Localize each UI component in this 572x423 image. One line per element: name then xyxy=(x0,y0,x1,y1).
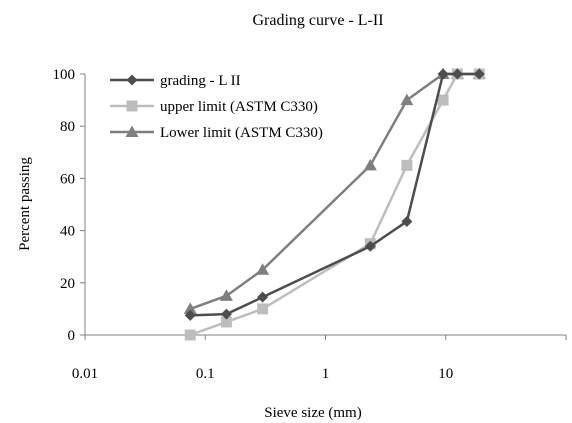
x-ticks: 0.01 0.1 1 10 xyxy=(72,335,567,382)
data-point xyxy=(401,215,413,227)
data-point xyxy=(256,263,270,275)
y-tick-label: 100 xyxy=(53,67,76,83)
legend-label: Lower limit (ASTM C330) xyxy=(160,125,323,141)
data-point xyxy=(220,316,232,328)
legend-label: grading - L II xyxy=(160,73,241,89)
x-tick-label: 10 xyxy=(438,366,453,382)
legend-marker xyxy=(126,100,138,112)
x-tick-label: 0.1 xyxy=(196,366,215,382)
data-point xyxy=(257,291,269,303)
legend-marker xyxy=(125,125,139,137)
data-point xyxy=(220,308,232,320)
data-point xyxy=(257,303,269,315)
data-point xyxy=(473,68,485,80)
y-tick-label: 40 xyxy=(60,224,75,240)
axes xyxy=(84,74,566,336)
data-point xyxy=(437,94,449,106)
data-point xyxy=(451,68,463,80)
y-tick-label: 20 xyxy=(60,276,75,292)
y-tick-label: 60 xyxy=(60,171,75,187)
data-point xyxy=(400,93,414,106)
y-axis-label: Percent passing xyxy=(17,157,33,251)
legend-label: upper limit (ASTM C330) xyxy=(160,99,318,115)
y-tick-label: 0 xyxy=(68,328,76,344)
data-point xyxy=(364,240,376,252)
data-point xyxy=(183,302,197,314)
chart-title: Grading curve - L-II xyxy=(252,12,383,29)
series-layer xyxy=(183,67,486,341)
x-tick-label: 1 xyxy=(322,366,330,382)
data-point xyxy=(363,158,377,171)
legend: grading - L II upper limit (ASTM C330) Low… xyxy=(110,73,323,141)
series-diamond xyxy=(184,68,485,321)
legend-marker xyxy=(126,74,138,86)
data-point xyxy=(437,68,449,80)
data-point xyxy=(184,309,196,321)
y-tick-label: 80 xyxy=(60,119,75,135)
data-point xyxy=(184,329,196,341)
x-axis-label: Sieve size (mm) xyxy=(264,405,361,421)
x-tick-label: 0.01 xyxy=(72,366,98,382)
data-point xyxy=(401,159,413,171)
y-ticks: 0 20 40 60 80 100 xyxy=(53,67,85,344)
data-point xyxy=(219,289,233,301)
